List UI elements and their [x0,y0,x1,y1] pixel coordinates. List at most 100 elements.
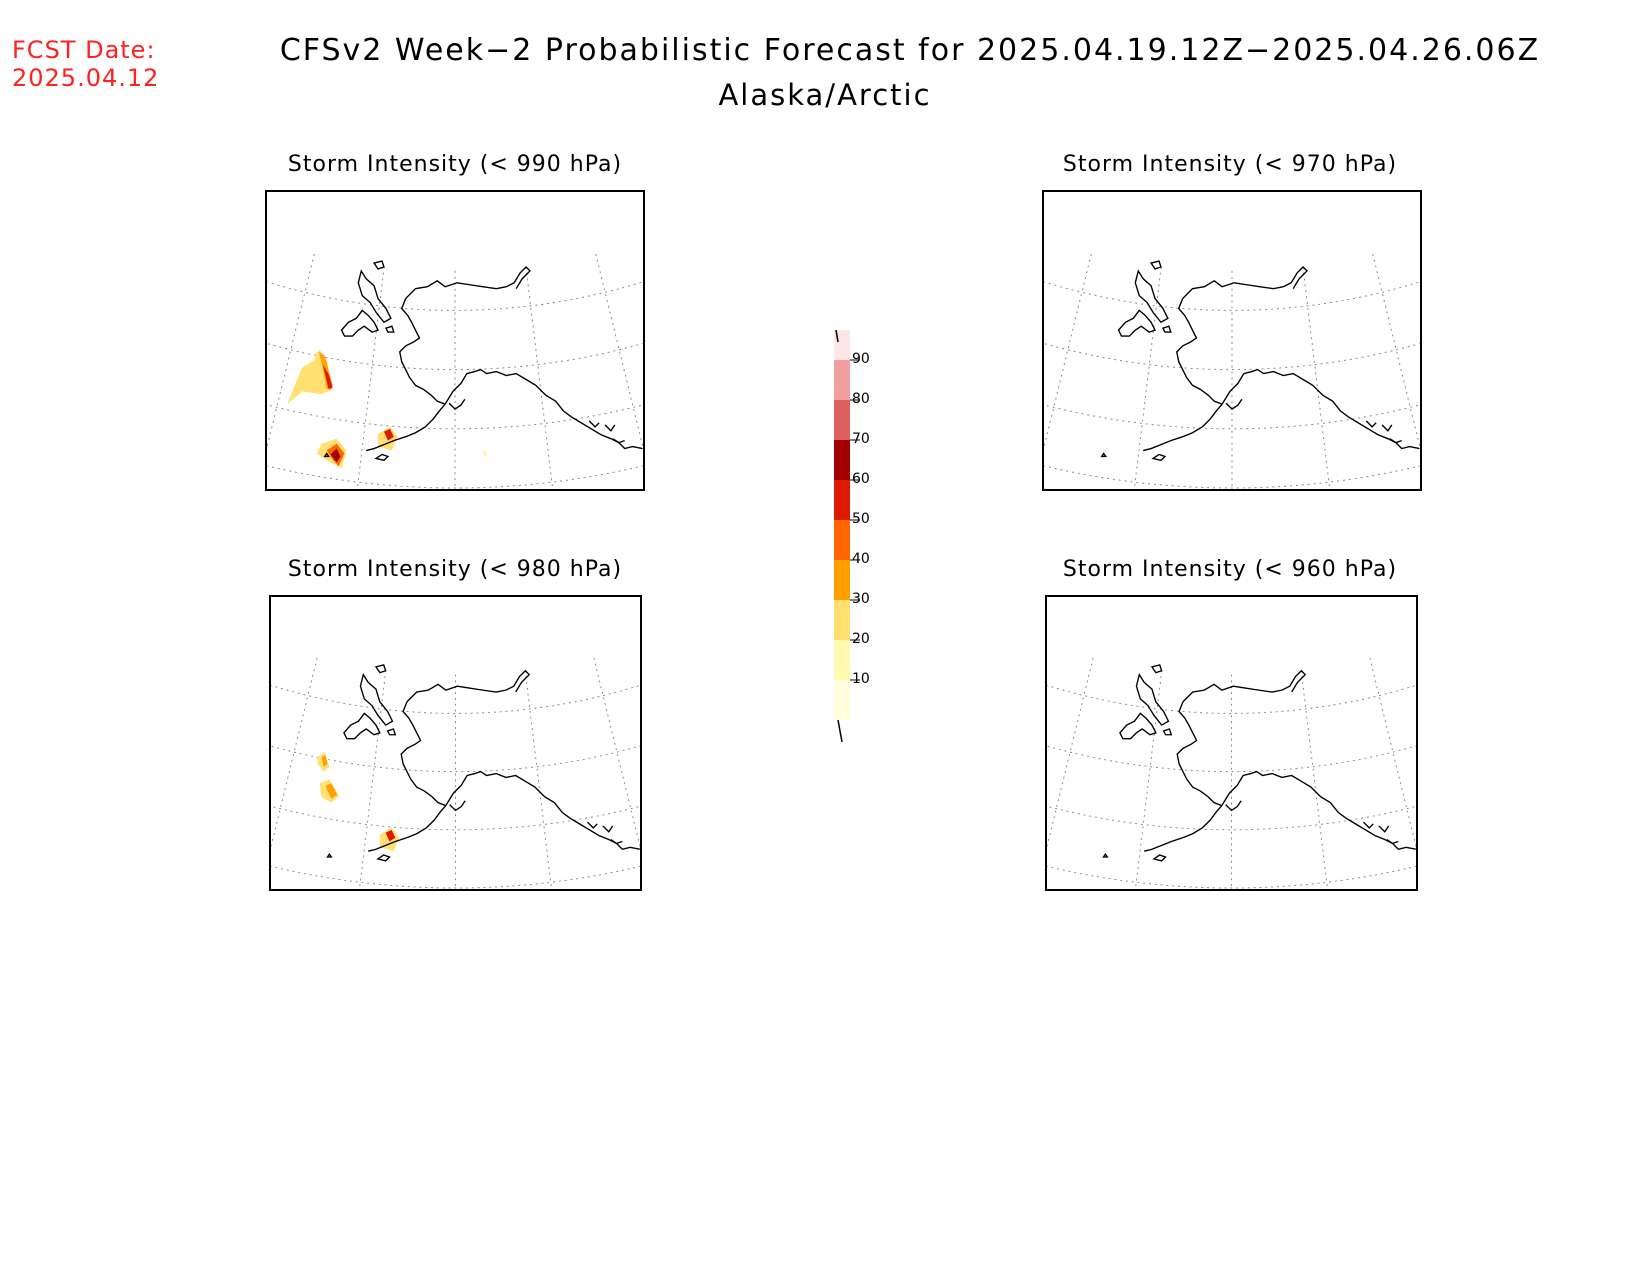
coastline-segment [1151,453,1167,462]
meridian-line [1302,266,1331,489]
coastline-segment [1150,664,1163,674]
graticule [1044,253,1420,489]
meridian-line [358,670,387,889]
coastline-segment [357,269,392,324]
latitude-line [1044,404,1420,430]
coastline-segment [398,298,446,405]
map-panel-970 [1042,190,1422,491]
latitude-line [1044,281,1420,311]
panel-title-990: Storm Intensity (< 990 hPa) [287,152,623,177]
colorbar-swatch [834,560,850,600]
colorbar-swatch [834,400,850,440]
coastline-segment [326,852,333,858]
meridian-line [1044,253,1092,450]
panel-title-970: Storm Intensity (< 970 hPa) [1062,152,1398,177]
coastline-segment [604,424,625,444]
colorbar-tick-label: 50 [852,511,870,527]
colorbar-swatch [834,480,850,520]
coastline [326,664,640,862]
coastline-segment [1149,260,1162,270]
forecast-date-value: 2025.04.12 [12,64,160,92]
coastline-segment [1134,269,1169,324]
coastline-segment [1135,672,1170,726]
colorbar-swatch [834,600,850,640]
coastline-segment [445,770,640,850]
coastline-segment [1175,298,1223,405]
latitude-line [267,281,643,311]
map-960 [1047,657,1416,889]
coastline-segment [1378,825,1399,845]
coastline-segment [1102,852,1109,858]
forecast-date-label: FCST Date: [12,36,156,64]
graticule [267,253,643,489]
meridian-line [593,657,640,849]
latitude-line [267,465,643,489]
meridian-line [595,253,643,450]
latitude-line [271,684,640,714]
meridian-line [1372,253,1420,450]
coastline-segment [366,403,446,452]
coastline-segment [1365,420,1377,428]
coastline-segment [372,260,385,270]
coastline-segment [343,712,381,740]
coastline-segment [323,452,330,458]
coastline-segment [374,453,390,462]
coastline-segment [1221,368,1420,450]
coastline [1102,664,1416,862]
colorbar-tick-label: 80 [852,391,870,407]
coastline-segment [400,701,447,807]
coastline-segment [602,825,623,845]
coastline-segment [1182,266,1308,300]
map-980 [271,657,640,889]
meridian-line [1300,670,1329,889]
coastline-segment [386,728,397,736]
coastline-segment [448,398,466,410]
colorbar-tick-label: 40 [852,551,870,567]
meridian-line [1369,657,1416,849]
forecast-date-block: FCST Date: 2025.04.12 [12,36,159,92]
meridian-line [1133,266,1162,489]
coastline-segment [586,821,598,829]
probability-shading-980 [317,752,400,852]
probability-shading-990 [287,349,488,469]
coastline-segment [405,266,531,300]
map-panel-990 [265,190,645,491]
graticule [1047,657,1416,889]
meridian-line [1047,657,1094,849]
meridian-line [267,253,315,450]
coastline-segment [1162,728,1173,736]
coastline-segment [1225,398,1243,410]
coastline-segment [376,854,391,862]
coastline-segment [384,325,395,333]
colorbar-tick-label: 20 [852,631,870,647]
colorbar-swatch [834,680,850,720]
coastline-segment [1100,452,1107,458]
coastline-segment [444,368,643,450]
coastline-segment [359,672,394,726]
meridian-line [356,266,385,489]
meridian-line [524,670,553,889]
colorbar-tick-label: 10 [852,671,870,687]
page-subtitle: Alaska/Arctic [718,78,932,112]
coastline-segment [1152,854,1167,862]
page-title: CFSv2 Week−2 Probabilistic Forecast for … [279,33,1541,68]
colorbar-swatch [834,640,850,680]
map-panel-960 [1045,595,1418,891]
meridian-line [1134,670,1163,889]
map-970 [1044,253,1420,489]
map-990 [267,253,643,489]
colorbar [834,330,860,743]
latitude-line [1044,465,1420,489]
colorbar-boxes [834,330,860,720]
coastline-segment [1221,770,1416,850]
latitude-line [1047,684,1416,714]
colorbar-swatch [834,360,850,400]
coastline-segment [1143,403,1223,452]
coastline-segment [406,669,531,703]
coastline-segment [1381,424,1402,444]
latitude-line [1047,805,1416,831]
coastline-segment [449,800,466,812]
map-panel-980 [269,595,642,891]
latitude-line [271,865,640,889]
coastline-segment [1182,669,1307,703]
